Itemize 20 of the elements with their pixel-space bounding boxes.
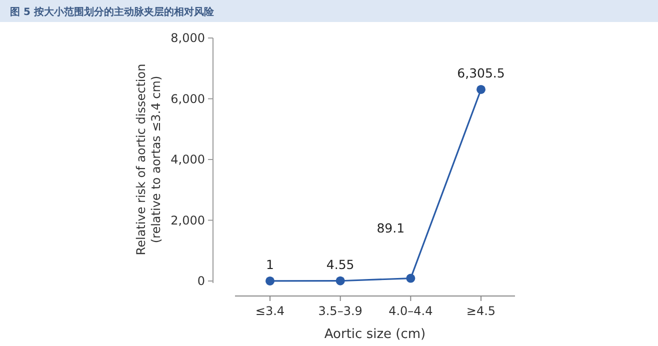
y-tick-label: 4,000 bbox=[170, 152, 205, 167]
y-tick-label: 0 bbox=[197, 274, 205, 288]
text: 6,305.5 bbox=[457, 65, 505, 80]
point bbox=[336, 276, 345, 286]
text: 4.55 bbox=[326, 256, 354, 272]
text: 图 5 按大小范围划分的主动脉夹层的相对风险 bbox=[10, 6, 215, 18]
y-tick-label: 2,000 bbox=[170, 213, 205, 228]
x-tick-label: 3.5–3.9 bbox=[318, 304, 362, 318]
text: 89.1 bbox=[376, 220, 405, 236]
point bbox=[406, 274, 416, 283]
point bbox=[266, 276, 274, 286]
text: 1 bbox=[266, 256, 274, 272]
x-tick-label: ≥4.5 bbox=[466, 304, 496, 318]
y-tick-label: 6,000 bbox=[170, 92, 205, 106]
point bbox=[476, 84, 486, 94]
y-axis-title: Relative risk of aortic dissection (relative to aortas ≤3.4 cm) bbox=[134, 64, 163, 256]
y-tick-label: 8,000 bbox=[170, 31, 205, 46]
x-tick-label: 4.0–4.4 bbox=[388, 304, 433, 318]
x-tick-label: ≤3.4 bbox=[255, 304, 285, 318]
x-axis-title: Aortic size (cm) bbox=[324, 327, 426, 342]
